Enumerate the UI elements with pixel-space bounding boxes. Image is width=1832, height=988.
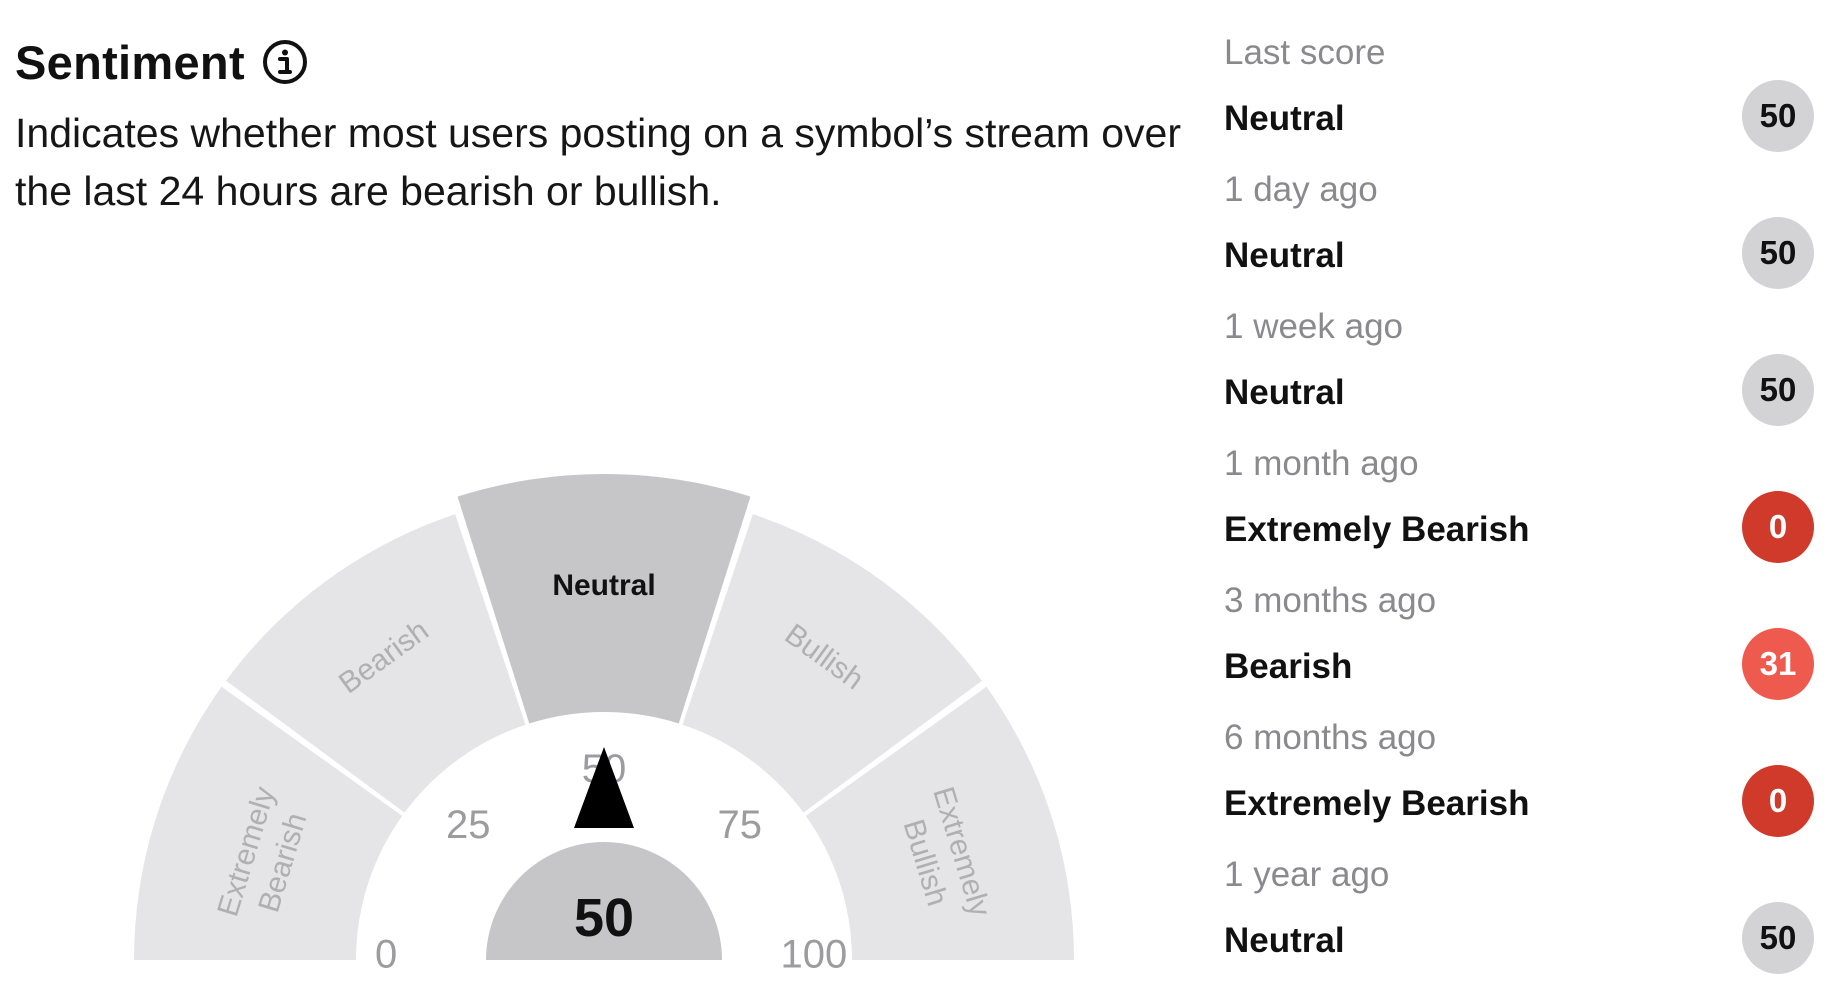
history-row: 1 year ago Neutral 50 [1224, 850, 1814, 987]
history-sentiment-label: Neutral [1224, 99, 1345, 138]
history-row: 1 week ago Neutral 50 [1224, 302, 1814, 439]
history-period-label: Last score [1224, 33, 1386, 72]
gauge-hub [486, 842, 722, 960]
gauge-segment-2 [457, 474, 751, 724]
history-sentiment-label: Extremely Bearish [1224, 510, 1530, 549]
history-period-label: 3 months ago [1224, 581, 1437, 620]
history-row: 3 months ago Bearish 31 [1224, 576, 1814, 713]
gauge-tick-label: 75 [718, 803, 763, 847]
history-score-badge: 50 [1742, 902, 1814, 974]
gauge-segment-label: Neutral [552, 569, 655, 602]
history-score-badge: 50 [1742, 217, 1814, 289]
gauge-segment-0 [134, 686, 403, 960]
history-sentiment-label: Bearish [1224, 647, 1353, 686]
sentiment-history-list: Last score Neutral 50 1 day ago Neutral 50 1 w… [1224, 28, 1814, 987]
gauge-segment-1 [225, 514, 526, 813]
history-row: 6 months ago Extremely Bearish 0 [1224, 713, 1814, 850]
history-period-label: 1 year ago [1224, 855, 1390, 894]
gauge-segment-3 [682, 514, 983, 813]
info-icon[interactable] [261, 38, 309, 86]
history-score-badge: 0 [1742, 765, 1814, 837]
history-sentiment-label: Neutral [1224, 921, 1345, 960]
history-row: 1 day ago Neutral 50 [1224, 165, 1814, 302]
gauge-center-value: 50 [574, 888, 634, 948]
history-period-label: 1 month ago [1224, 444, 1419, 483]
history-period-label: 1 week ago [1224, 307, 1404, 346]
history-period-label: 6 months ago [1224, 718, 1437, 757]
history-score-badge: 0 [1742, 491, 1814, 563]
history-sentiment-label: Neutral [1224, 373, 1345, 412]
history-score-badge: 50 [1742, 354, 1814, 426]
history-score-badge: 50 [1742, 80, 1814, 152]
history-score-badge: 31 [1742, 628, 1814, 700]
history-row: Last score Neutral 50 [1224, 28, 1814, 165]
gauge-tick-label: 0 [375, 932, 397, 976]
gauge-tick-label: 100 [781, 933, 848, 977]
gauge-segment-4 [805, 686, 1074, 960]
page-title: Sentiment [15, 35, 245, 89]
gauge-needle [574, 747, 634, 828]
history-sentiment-label: Extremely Bearish [1224, 784, 1530, 823]
history-period-label: 1 day ago [1224, 170, 1378, 209]
history-sentiment-label: Neutral [1224, 236, 1345, 275]
sentiment-panel: Sentiment Indicates whether most users p… [15, 30, 1205, 220]
title-row: Sentiment [15, 30, 1205, 94]
gauge-tick-label: 25 [446, 803, 491, 847]
description-text: Indicates whether most users posting on … [15, 110, 1181, 214]
history-row: 1 month ago Extremely Bearish 0 [1224, 439, 1814, 576]
